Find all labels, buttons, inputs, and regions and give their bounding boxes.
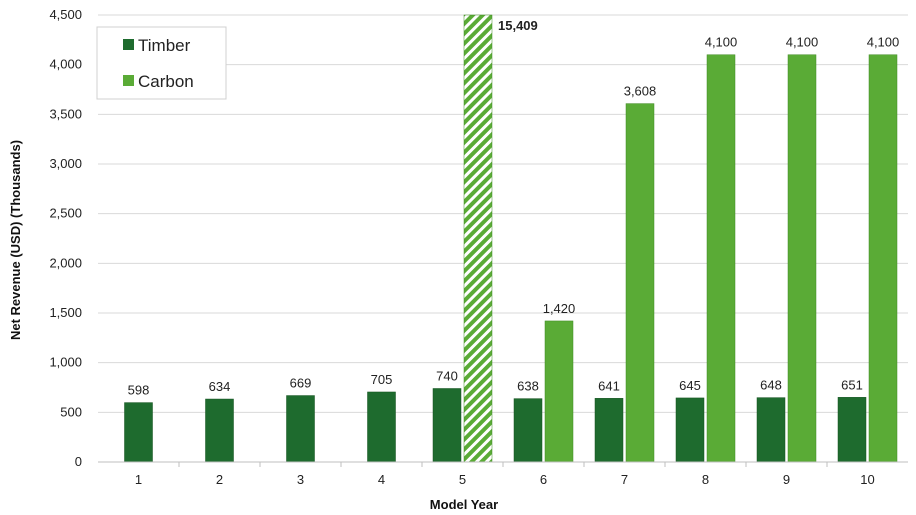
- bar-carbon-truncated: [463, 14, 493, 463]
- bar-carbon: [625, 103, 655, 463]
- data-label-timber: 740: [436, 368, 458, 383]
- bar-timber: [837, 397, 867, 463]
- bar-carbon: [544, 320, 574, 463]
- bar-timber: [756, 397, 786, 463]
- legend-swatch-carbon: [123, 75, 134, 86]
- legend-swatch-timber: [123, 39, 134, 50]
- x-tick-label: 4: [378, 472, 385, 487]
- bar-timber: [124, 402, 153, 463]
- bars: [124, 14, 898, 463]
- data-label-timber: 705: [371, 372, 393, 387]
- y-tick-label: 3,000: [49, 156, 82, 171]
- data-label-timber: 598: [128, 383, 150, 398]
- bar-carbon: [787, 54, 817, 463]
- bar-timber: [367, 391, 396, 463]
- bar-carbon: [706, 54, 736, 463]
- legend-label-timber: Timber: [138, 36, 191, 55]
- bar-timber: [205, 398, 234, 463]
- y-tick-label: 4,500: [49, 7, 82, 22]
- y-tick-label: 1,500: [49, 305, 82, 320]
- x-tick-label: 1: [135, 472, 142, 487]
- legend-label-carbon: Carbon: [138, 72, 194, 91]
- data-label-carbon: 3,608: [624, 84, 657, 99]
- x-tick-label: 3: [297, 472, 304, 487]
- data-labels: 598 634 669 705 740 15,409 638 1,420 641 3,608 645…: [128, 18, 900, 398]
- gridlines: [98, 14, 908, 413]
- data-label-carbon: 4,100: [867, 35, 900, 50]
- y-tick-label: 1,000: [49, 355, 82, 370]
- bar-timber: [286, 395, 315, 463]
- x-tick-label: 5: [459, 472, 466, 487]
- bar-timber: [432, 388, 462, 463]
- x-tick-label: 7: [621, 472, 628, 487]
- bar-timber: [513, 398, 543, 463]
- x-tick-label: 6: [540, 472, 547, 487]
- x-axis-title: Model Year: [430, 497, 498, 512]
- x-tick-label: 10: [860, 472, 874, 487]
- y-tick-label: 4,000: [49, 57, 82, 72]
- data-label-timber: 641: [598, 378, 620, 393]
- data-label-timber: 634: [209, 379, 231, 394]
- data-label-timber: 638: [517, 379, 539, 394]
- y-tick-label: 2,000: [49, 255, 82, 270]
- axes: 0 500 1,000 1,500 2,000 2,500 3,000 3,500 4,000 4…: [49, 7, 908, 487]
- data-label-carbon: 4,100: [786, 35, 819, 50]
- data-label-timber: 669: [290, 376, 312, 391]
- bar-carbon: [868, 54, 898, 463]
- legend-box: [96, 26, 227, 100]
- y-tick-label: 0: [75, 454, 82, 469]
- x-tick-label: 2: [216, 472, 223, 487]
- data-label-timber: 645: [679, 378, 701, 393]
- data-label-timber: 651: [841, 377, 863, 392]
- data-label-timber: 648: [760, 378, 782, 393]
- y-axis-title: Net Revenue (USD) (Thousands): [8, 140, 23, 340]
- legend: Timber Carbon: [96, 26, 227, 100]
- y-tick-label: 2,500: [49, 206, 82, 221]
- x-tick-label: 8: [702, 472, 709, 487]
- data-label-carbon: 1,420: [543, 301, 576, 316]
- y-tick-label: 3,500: [49, 106, 82, 121]
- data-label-carbon: 4,100: [705, 35, 738, 50]
- x-tick-label: 9: [783, 472, 790, 487]
- data-label-carbon: 15,409: [498, 18, 538, 33]
- y-tick-label: 500: [60, 404, 82, 419]
- bar-timber: [594, 398, 624, 463]
- bar-timber: [675, 397, 705, 463]
